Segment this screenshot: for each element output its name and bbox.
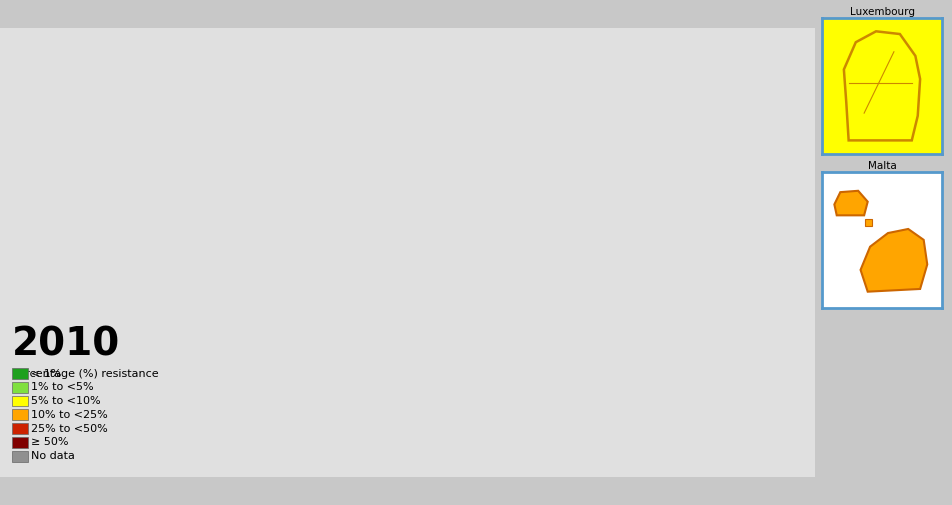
Polygon shape xyxy=(12,437,28,448)
Polygon shape xyxy=(12,410,28,420)
Polygon shape xyxy=(843,31,919,140)
Title: Luxembourg: Luxembourg xyxy=(848,7,914,17)
Text: < 1%: < 1% xyxy=(31,369,62,379)
Text: 2010: 2010 xyxy=(12,325,120,363)
Text: 5% to <10%: 5% to <10% xyxy=(31,396,101,406)
Bar xyxy=(0,189,168,477)
Text: Percentage (%) resistance: Percentage (%) resistance xyxy=(12,369,158,379)
Polygon shape xyxy=(12,382,28,393)
Text: 1% to <5%: 1% to <5% xyxy=(31,382,93,392)
Polygon shape xyxy=(12,451,28,462)
Polygon shape xyxy=(12,396,28,407)
Polygon shape xyxy=(834,191,866,215)
Text: 25% to <50%: 25% to <50% xyxy=(31,424,108,434)
Text: ≥ 50%: ≥ 50% xyxy=(31,437,69,447)
Title: Malta: Malta xyxy=(866,161,896,171)
Text: No data: No data xyxy=(31,451,75,461)
Polygon shape xyxy=(12,368,28,379)
Polygon shape xyxy=(12,423,28,434)
Polygon shape xyxy=(864,219,871,226)
Polygon shape xyxy=(860,229,926,292)
Text: 10% to <25%: 10% to <25% xyxy=(31,410,108,420)
